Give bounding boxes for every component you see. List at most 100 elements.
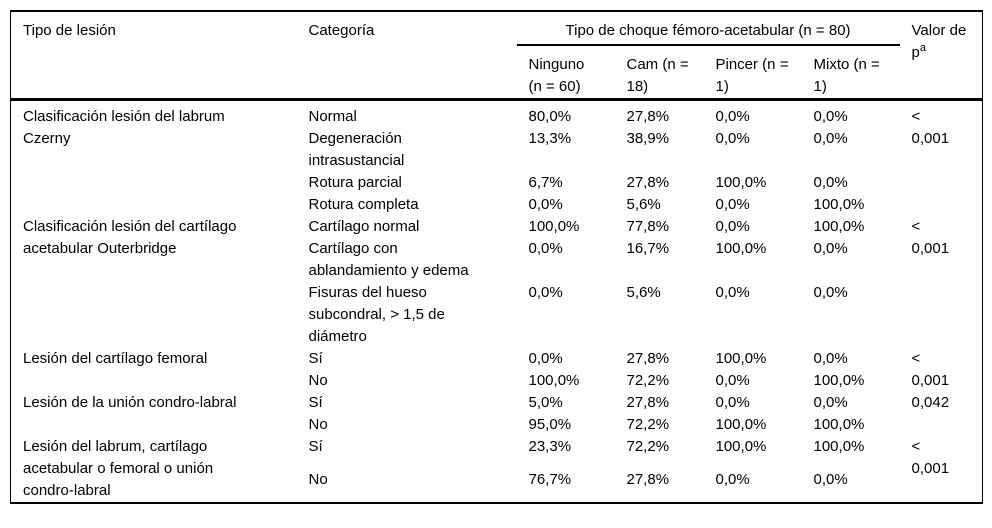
p-value-cell: < 0,001 xyxy=(911,218,950,257)
value-cell: 27,8% xyxy=(626,394,670,411)
lesion-type-cell: Lesión de la unión condro-labral xyxy=(23,394,237,411)
value-cell: 72,2% xyxy=(626,416,670,433)
value-cell: 80,0% xyxy=(528,108,572,125)
table-row: No 100,0% 72,2% 0,0% 100,0% xyxy=(11,370,983,392)
category-cell: Degeneración intrasustancial xyxy=(308,130,405,169)
value-cell: 72,2% xyxy=(626,438,670,455)
category-cell: Sí xyxy=(308,438,323,455)
column-header-p-value: Valor de pa xyxy=(900,11,983,100)
table-row: Clasificación lesión del cartílago aceta… xyxy=(11,216,983,257)
p-header-symbol: p xyxy=(911,44,920,61)
value-cell: 72,2% xyxy=(626,372,670,389)
table-row: No 95,0% 72,2% 100,0% 100,0% xyxy=(11,414,983,436)
column-header-pincer: Pincer (n = 1) xyxy=(715,56,789,95)
p-value-cell: < 0,001 xyxy=(911,350,950,389)
column-header-category: Categoría xyxy=(308,22,375,39)
value-cell: 0,0% xyxy=(715,218,750,235)
value-cell: 0,0% xyxy=(813,174,848,191)
value-cell: 76,7% xyxy=(528,470,572,488)
value-cell: 16,7% xyxy=(626,240,670,257)
value-cell: 100,0% xyxy=(813,196,865,213)
column-header-mixto: Mixto (n = 1) xyxy=(813,56,880,95)
category-cell: Sí xyxy=(308,394,323,411)
value-cell: 0,0% xyxy=(813,284,848,301)
value-cell: 100,0% xyxy=(715,240,767,257)
p-value-cell: < 0,001 xyxy=(911,108,950,147)
category-cell: Cartílago normal xyxy=(308,218,420,235)
column-header-ninguno: Ninguno (n = 60) xyxy=(528,56,585,95)
value-cell: 0,0% xyxy=(715,108,750,125)
lesion-type-cell: Lesión del labrum, cartílago acetabular … xyxy=(23,438,214,499)
lesion-type-cell: Clasificación lesión del labrum Czerny xyxy=(23,108,225,147)
value-cell: 100,0% xyxy=(528,218,580,235)
value-cell: 0,0% xyxy=(813,130,848,147)
value-cell: 0,0% xyxy=(715,130,750,147)
header-row-2: Ninguno (n = 60) Cam (n = 18) Pincer (n … xyxy=(11,45,983,100)
value-cell: 0,0% xyxy=(715,372,750,389)
value-cell: 5,0% xyxy=(528,394,563,411)
value-cell: 5,6% xyxy=(626,284,661,301)
value-cell: 100,0% xyxy=(715,174,767,191)
value-cell: 38,9% xyxy=(626,130,670,147)
lesion-type-cell: Lesión del cartílago femoral xyxy=(23,350,208,367)
table-row: Rotura parcial 6,7% 27,8% 100,0% 0,0% xyxy=(11,172,983,194)
value-cell: 95,0% xyxy=(528,416,572,433)
table-header: Tipo de lesión Categoría Tipo de choque … xyxy=(10,11,983,100)
value-cell: 0,0% xyxy=(813,240,848,257)
table-row: Rotura completa 0,0% 5,6% 0,0% 100,0% xyxy=(11,194,983,216)
value-cell: 100,0% xyxy=(715,350,767,367)
column-header-lesion-type: Tipo de lesión xyxy=(23,22,116,39)
paper-table-page: Tipo de lesión Categoría Tipo de choque … xyxy=(0,10,992,528)
category-cell: Sí xyxy=(308,350,323,367)
lesion-impingement-table: Tipo de lesión Categoría Tipo de choque … xyxy=(10,10,984,504)
table-row: Lesión del labrum, cartílago acetabular … xyxy=(11,436,983,499)
value-cell: 0,0% xyxy=(715,284,750,301)
category-cell: No xyxy=(308,372,328,389)
value-cell: 5,6% xyxy=(626,196,661,213)
value-cell: 0,0% xyxy=(813,108,848,125)
value-cell: 100,0% xyxy=(813,438,865,455)
value-cell: 0,0% xyxy=(528,196,563,213)
value-cell: 100,0% xyxy=(715,438,767,455)
table-row: Cartílago con ablandamiento y edema 0,0%… xyxy=(11,238,983,282)
table-row: Clasificación lesión del labrum Czerny N… xyxy=(11,100,983,147)
table-row: No 76,7% 27,8% 0,0% 0,0% xyxy=(11,469,983,503)
value-cell: 13,3% xyxy=(528,130,572,147)
value-cell: 77,8% xyxy=(626,218,670,235)
table-body: Clasificación lesión del labrum Czerny N… xyxy=(11,100,983,504)
value-cell: 0,0% xyxy=(813,470,848,488)
p-value-cell: < 0,001 xyxy=(911,438,950,477)
value-cell: 100,0% xyxy=(813,218,865,235)
table-row: Fisuras del hueso subcondral, > 1,5 de d… xyxy=(11,282,983,348)
value-cell: 27,8% xyxy=(626,108,670,125)
table-row: Degeneración intrasustancial 13,3% 38,9%… xyxy=(11,128,983,172)
value-cell: 0,0% xyxy=(813,394,848,411)
value-cell: 100,0% xyxy=(715,416,767,433)
category-cell: Rotura parcial xyxy=(308,174,402,191)
value-cell: 0,0% xyxy=(528,350,563,367)
value-cell: 27,8% xyxy=(626,470,670,488)
column-header-cam: Cam (n = 18) xyxy=(626,56,689,95)
value-cell: 6,7% xyxy=(528,174,563,191)
p-value-cell: 0,042 xyxy=(911,394,950,411)
table-row: Lesión de la unión condro-labral Sí 5,0%… xyxy=(11,392,983,414)
value-cell: 0,0% xyxy=(528,284,563,301)
value-cell: 0,0% xyxy=(528,240,563,257)
value-cell: 100,0% xyxy=(528,372,580,389)
p-header-footnote-marker: a xyxy=(919,42,926,54)
value-cell: 0,0% xyxy=(813,350,848,367)
category-cell: Normal xyxy=(308,108,357,125)
category-cell: Fisuras del hueso subcondral, > 1,5 de d… xyxy=(308,284,445,345)
value-cell: 27,8% xyxy=(626,350,670,367)
column-group-header-impingement-type: Tipo de choque fémoro-acetabular (n = 80… xyxy=(516,11,900,46)
category-cell: No xyxy=(308,470,328,488)
category-cell: No xyxy=(308,416,328,433)
lesion-type-cell: Clasificación lesión del cartílago aceta… xyxy=(23,218,237,257)
value-cell: 100,0% xyxy=(813,372,865,389)
p-header-line1: Valor de xyxy=(911,22,967,39)
category-cell: Rotura completa xyxy=(308,196,419,213)
header-row-1: Tipo de lesión Categoría Tipo de choque … xyxy=(11,11,983,61)
category-cell: Cartílago con ablandamiento y edema xyxy=(308,240,469,279)
value-cell: 23,3% xyxy=(528,438,572,455)
value-cell: 0,0% xyxy=(715,196,750,213)
